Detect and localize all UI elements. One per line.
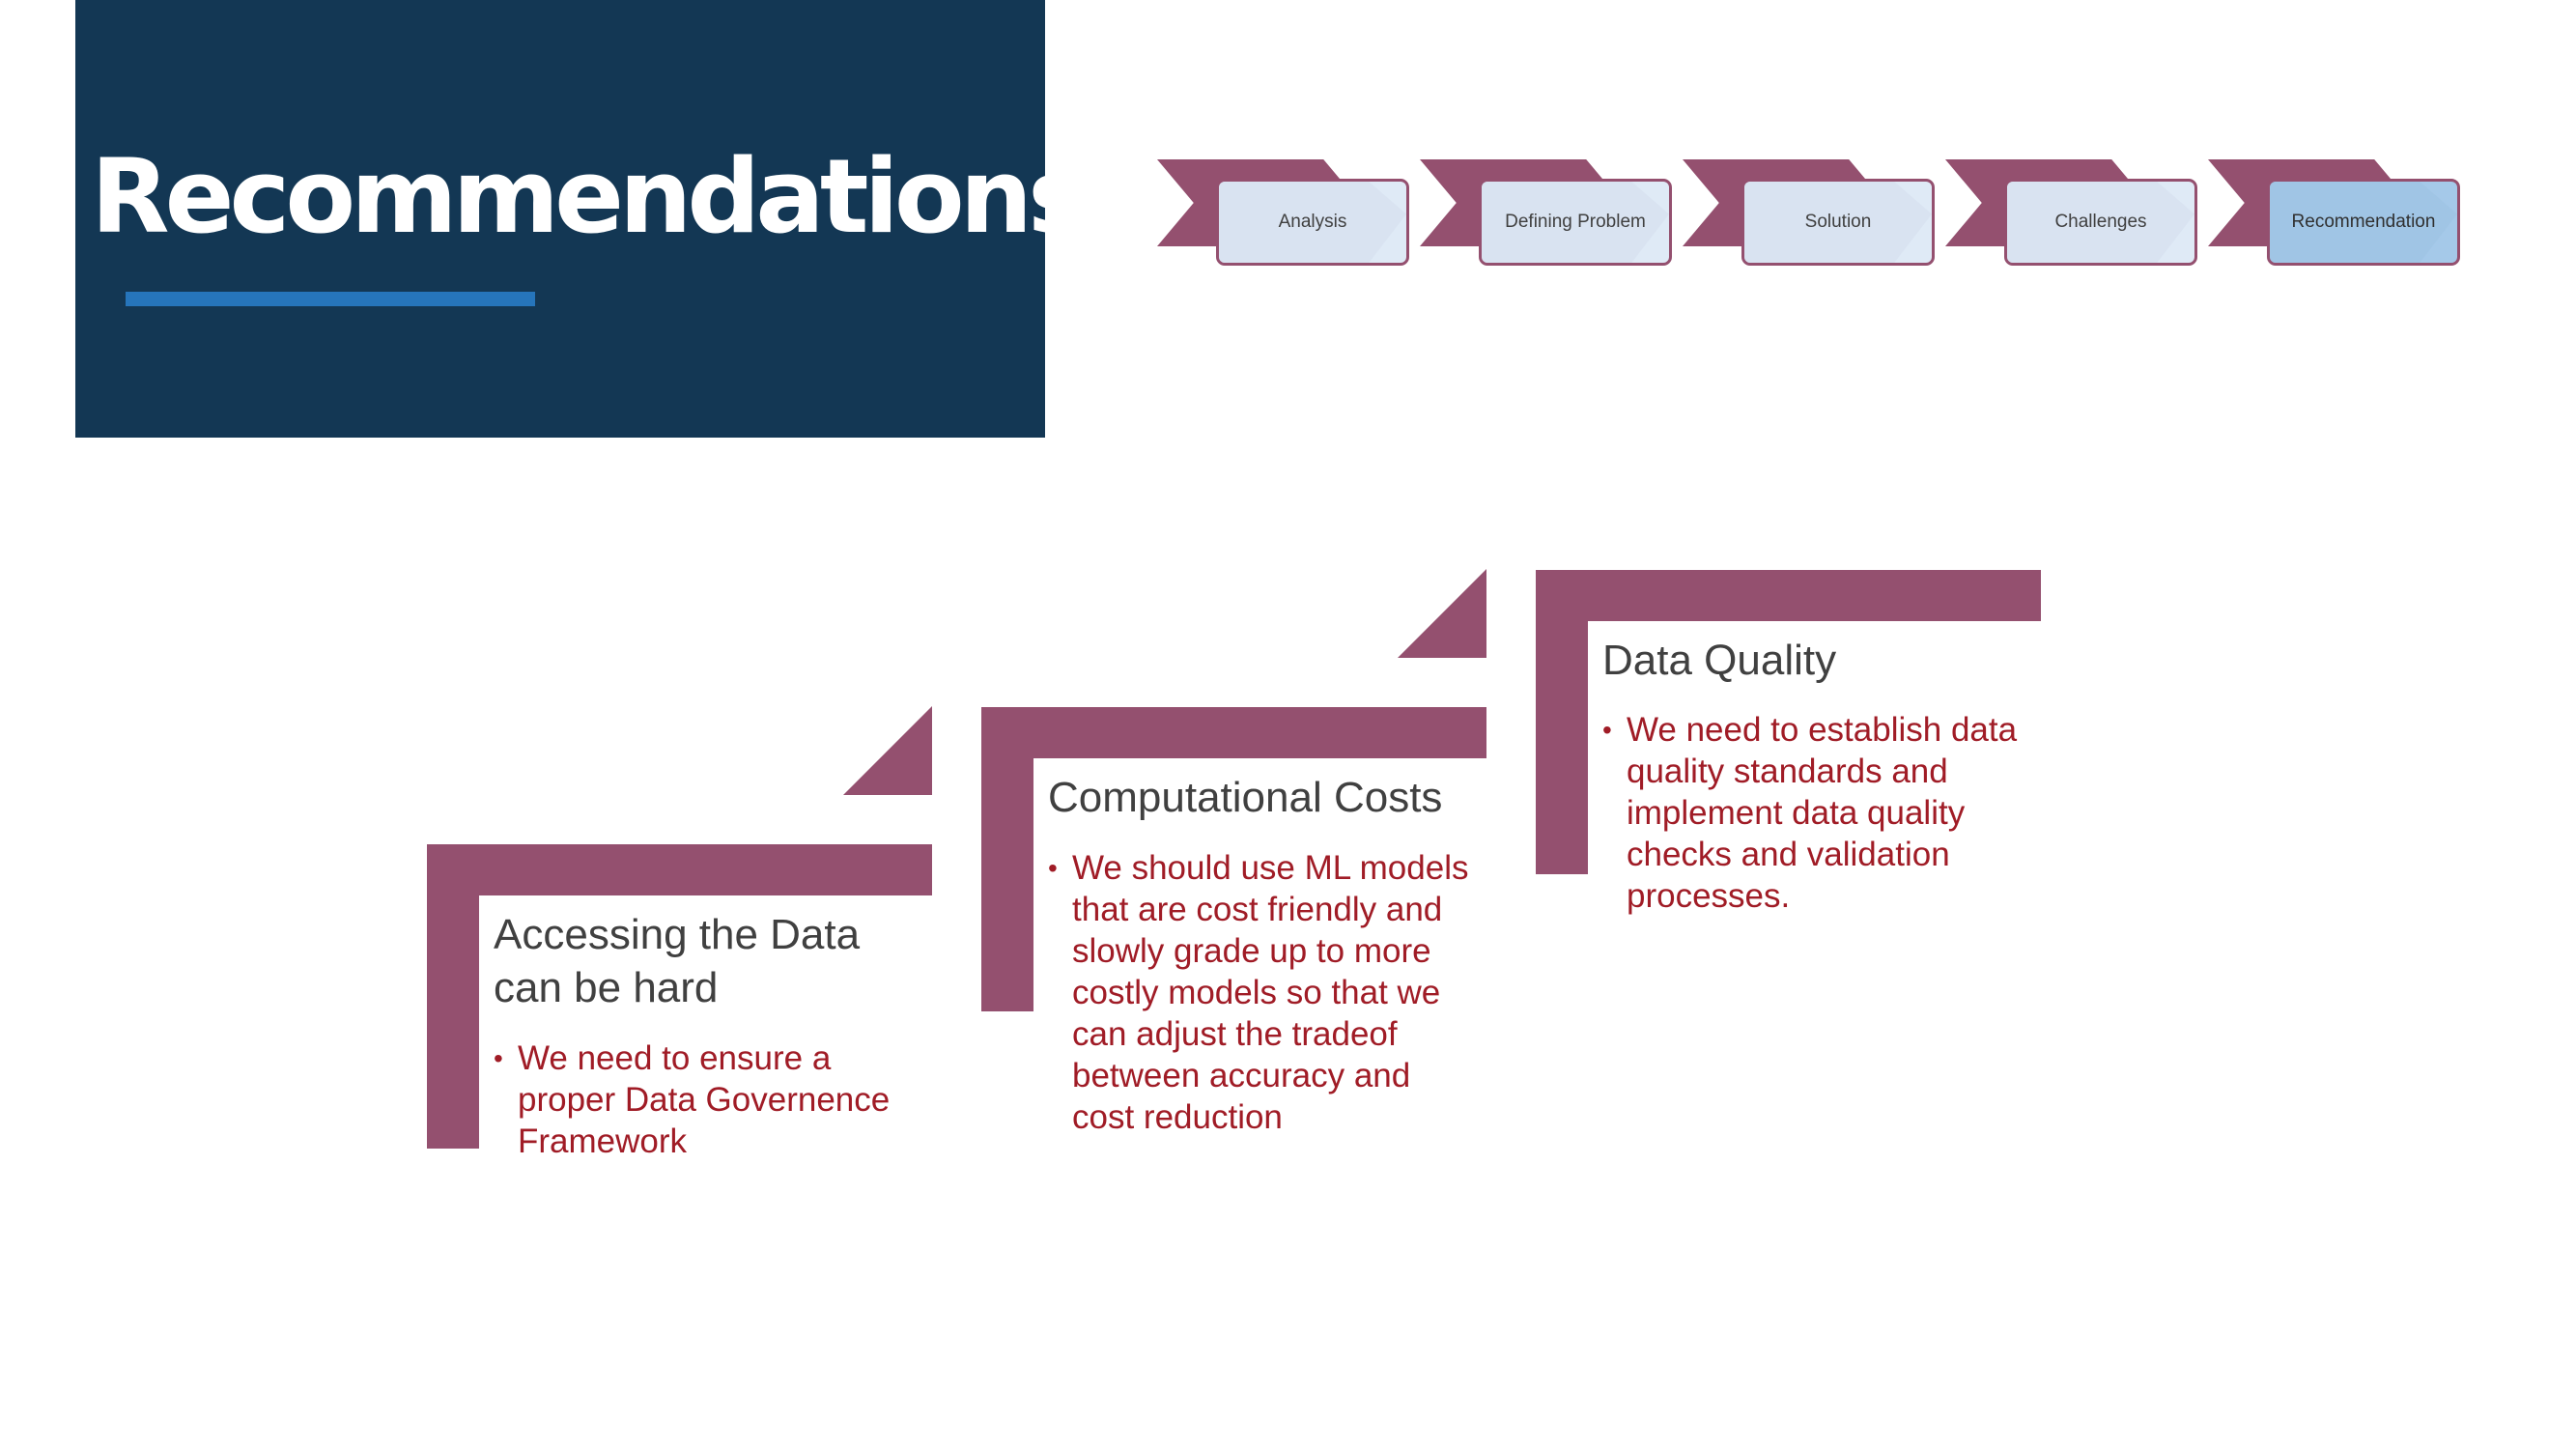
card-side-bar <box>427 844 479 1149</box>
step-box: Recommendation <box>2267 179 2460 266</box>
title-panel: Recommendations <box>75 0 1089 438</box>
process-step-analysis[interactable]: Analysis <box>1157 157 1418 273</box>
process-step-challenges[interactable]: Challenges <box>1945 157 2206 273</box>
slide-title: Recommendations <box>91 137 1089 256</box>
card-title: Accessing the Data can be hard <box>494 911 861 1011</box>
step-label: Challenges <box>2054 212 2147 232</box>
card-side-bar <box>981 707 1033 1011</box>
bullet-dot-icon: • <box>494 1043 503 1073</box>
card-title: Computational Costs <box>1048 774 1443 821</box>
step-label: Defining Problem <box>1505 212 1646 232</box>
step-box: Analysis <box>1216 179 1409 266</box>
card-bullet-text: We should use ML models that are cost fr… <box>1072 849 1469 1136</box>
card-top-bar <box>1536 570 2041 621</box>
card-side-bar <box>1536 570 1588 874</box>
card-top-bar <box>981 707 1486 758</box>
process-step-solution[interactable]: Solution <box>1683 157 1943 273</box>
process-step-defining-problem[interactable]: Defining Problem <box>1420 157 1681 273</box>
card-corner-triangle <box>843 706 932 795</box>
step-box: Solution <box>1741 179 1935 266</box>
bullet-dot-icon: • <box>1602 715 1612 745</box>
card-bullet: • We need to establish data quality stan… <box>1602 709 2032 917</box>
card-bullet-text: We need to establish data quality standa… <box>1627 711 2018 915</box>
card-bullet: • We need to ensure a proper Data Govern… <box>494 1037 914 1162</box>
step-label: Analysis <box>1278 212 1347 232</box>
title-underline <box>126 292 535 306</box>
card-top-bar <box>427 844 932 895</box>
step-box: Challenges <box>2004 179 2197 266</box>
bullet-dot-icon: • <box>1048 853 1058 883</box>
step-label: Solution <box>1804 212 1872 232</box>
card-bullet-text: We need to ensure a proper Data Governen… <box>518 1039 891 1160</box>
card-title: Data Quality <box>1602 637 1837 684</box>
step-label: Recommendation <box>2291 212 2436 232</box>
process-step-recommendation[interactable]: Recommendation <box>2208 157 2469 273</box>
card-corner-triangle <box>1398 569 1486 658</box>
step-box: Defining Problem <box>1479 179 1672 266</box>
card-bullet: • We should use ML models that are cost … <box>1048 847 1478 1138</box>
